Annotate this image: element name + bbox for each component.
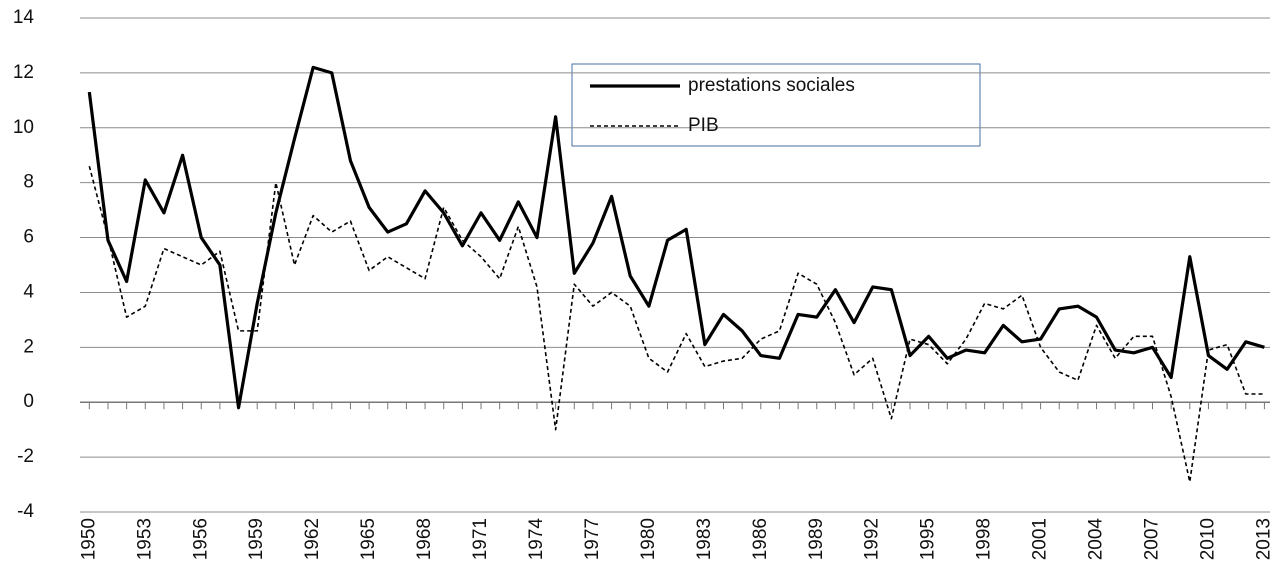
y-tick-label: 14 (13, 7, 35, 28)
x-tick-label: 2013 (1253, 518, 1274, 560)
legend-label: PIB (688, 115, 719, 136)
x-tick-label: 1986 (750, 518, 771, 560)
x-tick-label: 1953 (134, 518, 155, 560)
x-tick-label: 1974 (526, 518, 547, 561)
y-tick-label: 6 (23, 227, 34, 248)
x-tick-label: 1983 (694, 518, 715, 560)
x-tick-label: 2004 (1086, 518, 1107, 561)
y-tick-label: 0 (23, 391, 34, 412)
x-tick-label: 1968 (414, 518, 435, 560)
x-tick-label: 1950 (78, 518, 99, 560)
legend-label: prestations sociales (688, 75, 855, 96)
x-tick-label: 1971 (470, 518, 491, 560)
x-tick-label: 1956 (190, 518, 211, 560)
series-line (87, 65, 1265, 410)
y-tick-label: 4 (23, 281, 34, 302)
y-tick-label: -4 (17, 501, 34, 522)
x-tick-label: 1962 (302, 518, 323, 560)
x-tick-label: 1992 (862, 518, 883, 560)
x-tick-label: 2010 (1197, 518, 1218, 560)
x-tick-label: 2001 (1030, 518, 1051, 560)
y-tick-label: 8 (23, 172, 34, 193)
y-tick-label: 10 (13, 117, 34, 138)
series-line (88, 165, 1265, 483)
x-tick-label: 1977 (582, 518, 603, 560)
y-tick-label: 2 (23, 336, 34, 357)
legend-box (571, 63, 981, 147)
x-tick-label: 1989 (806, 518, 827, 560)
x-tick-label: 1995 (918, 518, 939, 560)
x-tick-label: 2007 (1142, 518, 1163, 560)
y-tick-label: -2 (17, 446, 34, 467)
y-tick-label: 12 (13, 62, 34, 83)
x-tick-label: 1980 (638, 518, 659, 560)
x-tick-label: 1998 (974, 518, 995, 560)
x-tick-label: 1959 (246, 518, 267, 560)
x-tick-label: 1965 (358, 518, 379, 560)
